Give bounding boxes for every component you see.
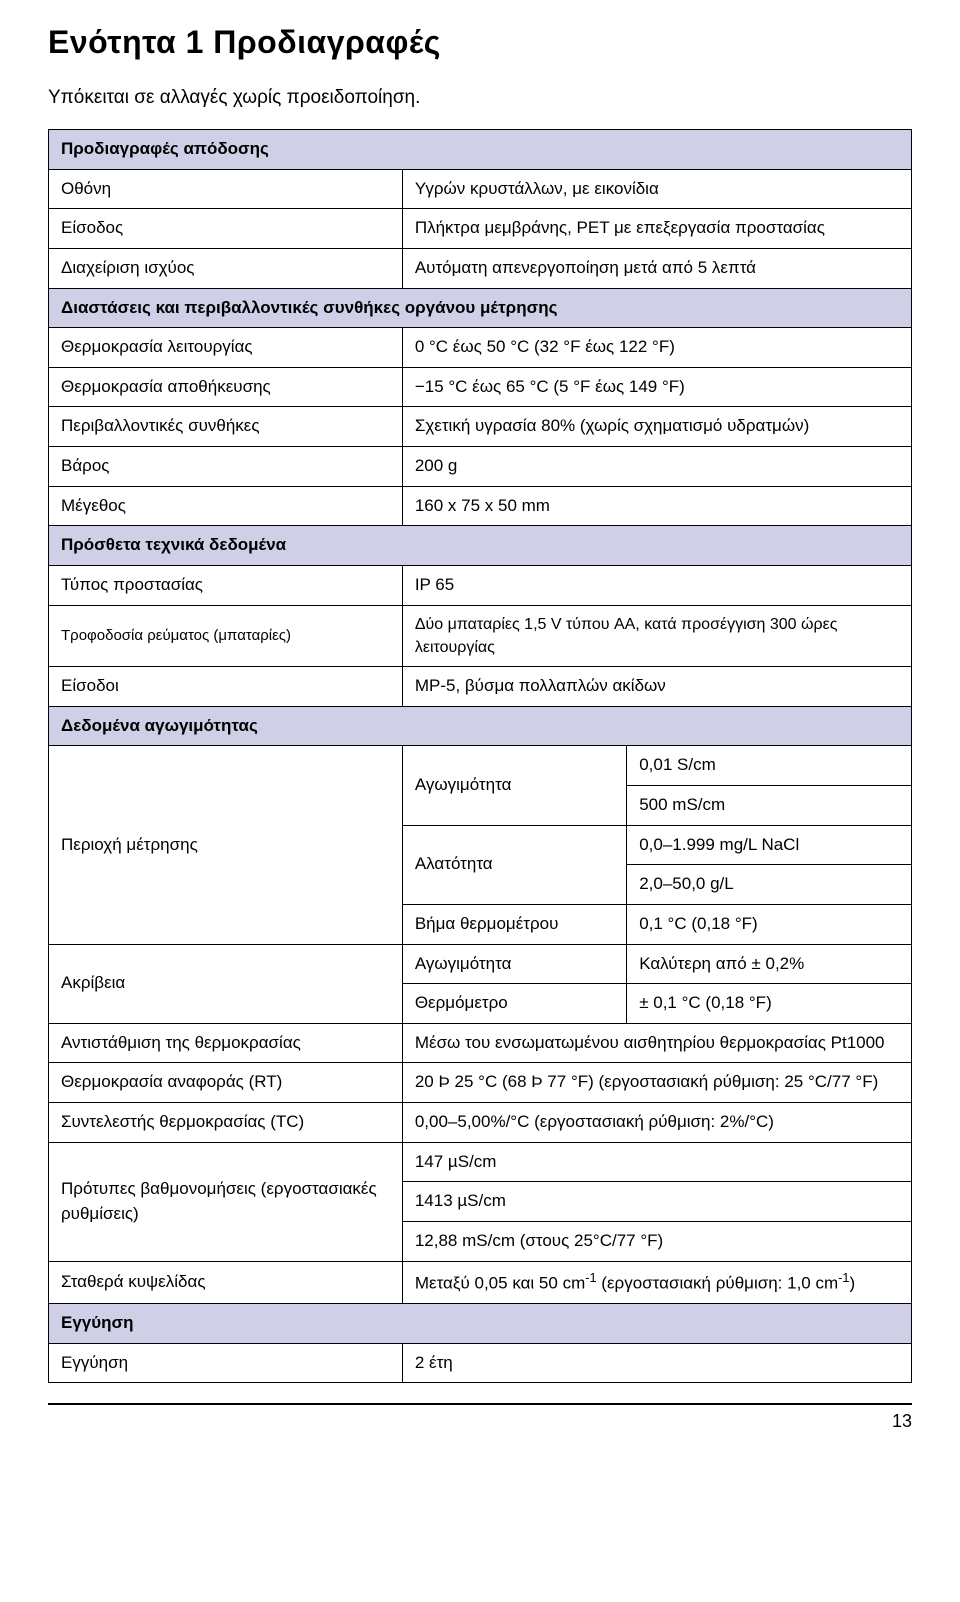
row-label: Τροφοδοσία ρεύματος (μπαταρίες) <box>49 605 403 666</box>
row-label: Οθόνη <box>49 169 403 209</box>
subtitle: Υπόκειται σε αλλαγές χωρίς προειδοποίηση… <box>48 87 912 109</box>
row-label: Θερμοκρασία λειτουργίας <box>49 328 403 368</box>
row-label: Τύπος προστασίας <box>49 566 403 606</box>
page-title: Ενότητα 1 Προδιαγραφές <box>48 24 912 61</box>
row-label-measuring-range: Περιοχή μέτρησης <box>49 746 403 944</box>
row-value: 0,1 °C (0,18 °F) <box>627 904 912 944</box>
row-label-cell-constant: Σταθερά κυψελίδας <box>49 1261 403 1303</box>
row-value: Δύο μπαταρίες 1,5 V τύπου AA, κατά προσέ… <box>402 605 911 666</box>
row-value: Σχετική υγρασία 80% (χωρίς σχηματισμό υδ… <box>402 407 911 447</box>
section-header-dimensions: Διαστάσεις και περιβαλλοντικές συνθήκες … <box>49 288 912 328</box>
sublabel-conductivity: Αγωγιμότητα <box>402 746 626 825</box>
row-label: Μέγεθος <box>49 486 403 526</box>
footer-rule <box>48 1403 912 1405</box>
row-label: Συντελεστής θερμοκρασίας (TC) <box>49 1103 403 1143</box>
row-value: 160 x 75 x 50 mm <box>402 486 911 526</box>
row-value: Καλύτερη από ± 0,2% <box>627 944 912 984</box>
section-header-tech: Πρόσθετα τεχνικά δεδομένα <box>49 526 912 566</box>
sublabel-thermometer-step: Βήμα θερμομέτρου <box>402 904 626 944</box>
row-value: ± 0,1 °C (0,18 °F) <box>627 984 912 1024</box>
page-number: 13 <box>48 1411 912 1432</box>
row-value: 0,01 S/cm <box>627 746 912 786</box>
row-value: 20 Þ 25 °C (68 Þ 77 °F) (εργοστασιακή ρύ… <box>402 1063 911 1103</box>
row-value: 500 mS/cm <box>627 785 912 825</box>
row-value: Αυτόματη απενεργοποίηση μετά από 5 λεπτά <box>402 248 911 288</box>
sublabel-acc-conductivity: Αγωγιμότητα <box>402 944 626 984</box>
row-value: MP-5, βύσμα πολλαπλών ακίδων <box>402 667 911 707</box>
cellconst-sup1: -1 <box>585 1270 596 1285</box>
row-value: Υγρών κρυστάλλων, με εικονίδια <box>402 169 911 209</box>
row-value-cell-constant: Μεταξύ 0,05 και 50 cm-1 (εργοστασιακή ρύ… <box>402 1261 911 1303</box>
row-label: Είσοδοι <box>49 667 403 707</box>
row-value: Πλήκτρα μεμβράνης, PET με επεξεργασία πρ… <box>402 209 911 249</box>
section-header-conductivity: Δεδομένα αγωγιμότητας <box>49 706 912 746</box>
row-label: Περιβαλλοντικές συνθήκες <box>49 407 403 447</box>
cellconst-mid: (εργοστασιακή ρύθμιση: 1,0 cm <box>597 1273 839 1292</box>
row-value: −15 °C έως 65 °C (5 °F έως 149 °F) <box>402 367 911 407</box>
section-header-warranty: Εγγύηση <box>49 1303 912 1343</box>
row-value: 200 g <box>402 447 911 487</box>
row-label: Αντιστάθμιση της θερμοκρασίας <box>49 1023 403 1063</box>
row-value: 0 °C έως 50 °C (32 °F έως 122 °F) <box>402 328 911 368</box>
cellconst-suffix: ) <box>849 1273 855 1292</box>
row-value: 2,0–50,0 g/L <box>627 865 912 905</box>
row-value: Μέσω του ενσωματωμένου αισθητηρίου θερμο… <box>402 1023 911 1063</box>
row-label-calibration: Πρότυπες βαθμονομήσεις (εργοστασιακές ρυ… <box>49 1142 403 1261</box>
cellconst-sup2: -1 <box>838 1270 849 1285</box>
row-value: IP 65 <box>402 566 911 606</box>
row-value: 147 µS/cm <box>402 1142 911 1182</box>
row-label: Θερμοκρασία αναφοράς (RT) <box>49 1063 403 1103</box>
row-label-accuracy: Ακρίβεια <box>49 944 403 1023</box>
row-label: Είσοδος <box>49 209 403 249</box>
sublabel-salinity: Αλατότητα <box>402 825 626 904</box>
spec-table: Προδιαγραφές απόδοσης Οθόνη Υγρών κρυστά… <box>48 129 912 1383</box>
section-header-performance: Προδιαγραφές απόδοσης <box>49 130 912 170</box>
row-label: Εγγύηση <box>49 1343 403 1383</box>
cellconst-prefix: Μεταξύ 0,05 και 50 cm <box>415 1273 585 1292</box>
sublabel-acc-thermometer: Θερμόμετρο <box>402 984 626 1024</box>
row-label: Βάρος <box>49 447 403 487</box>
row-value: 1413 µS/cm <box>402 1182 911 1222</box>
row-value: 0,0–1.999 mg/L NaCl <box>627 825 912 865</box>
row-label: Θερμοκρασία αποθήκευσης <box>49 367 403 407</box>
row-label: Διαχείριση ισχύος <box>49 248 403 288</box>
row-value: 2 έτη <box>402 1343 911 1383</box>
row-value: 0,00–5,00%/°C (εργοστασιακή ρύθμιση: 2%/… <box>402 1103 911 1143</box>
row-value: 12,88 mS/cm (στους 25°C/77 °F) <box>402 1222 911 1262</box>
